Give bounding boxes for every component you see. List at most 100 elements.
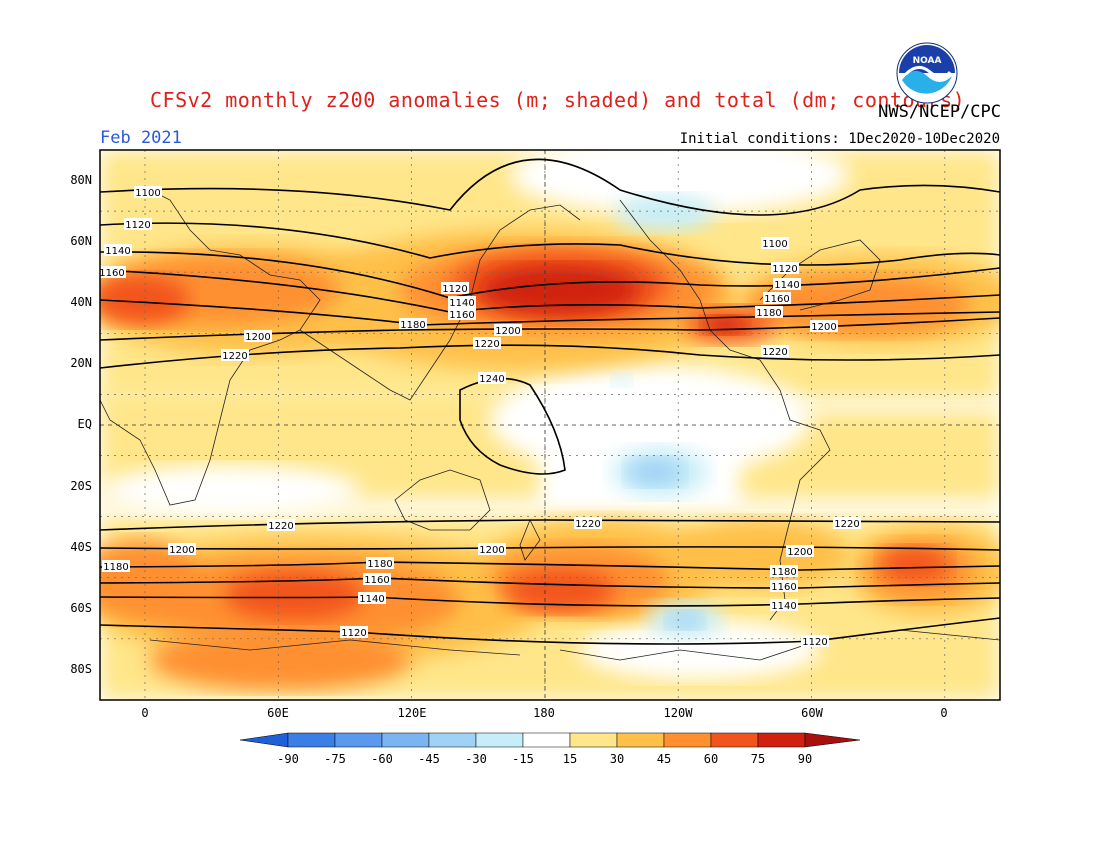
contour-label-bg [833, 517, 861, 529]
contour-line [100, 344, 1000, 369]
initial-conditions-label: Initial conditions: 1Dec2020-10Dec2020 [679, 131, 1000, 147]
contour-label-bg [448, 296, 476, 308]
contour-label-bg [244, 330, 272, 342]
colorbar-swatch [287, 732, 336, 748]
contour-label: 1200 [787, 547, 812, 558]
colorbar-arrow-right [804, 732, 861, 748]
contour-label-bg [770, 565, 798, 577]
height-contours: 1100110011201120112011401140114011601160… [100, 158, 1000, 648]
contour-label-bg [763, 292, 791, 304]
colorbar-swatch [475, 732, 524, 748]
contour-label-bg [267, 519, 295, 531]
contour-label-bg [134, 186, 162, 198]
lat-label-80s: 80S [70, 662, 92, 676]
contour-label-bg [104, 244, 132, 256]
lon-label-120w: 120W [663, 706, 693, 720]
lon-label-0-east: 0 [940, 706, 948, 720]
agency-label: NWS/NCEP/CPC [878, 102, 1001, 122]
anomaly-patch [880, 547, 950, 583]
contour-line [100, 222, 1000, 266]
lon-label-180: 180 [533, 706, 555, 720]
map-title: CFSv2 monthly z200 anomalies (m; shaded)… [150, 88, 966, 112]
contour-label-bg [771, 262, 799, 274]
contour-line [100, 299, 1000, 326]
colorbar-swatch [616, 732, 665, 748]
contour-label-bg [761, 237, 789, 249]
coastline [149, 639, 521, 656]
colorbar-swatch [569, 732, 618, 748]
anomaly-patch [100, 465, 360, 515]
lon-label-120e: 120E [397, 706, 427, 720]
contour-line [100, 577, 1000, 589]
contour-line [100, 158, 1000, 216]
contour-label: 1160 [364, 575, 389, 586]
anomaly-patch [627, 458, 683, 486]
contour-label: 1140 [359, 594, 384, 605]
contour-label: 1160 [449, 310, 474, 321]
contour-label-bg [102, 560, 130, 572]
contour-label-bg [810, 320, 838, 332]
lon-label-60e: 60E [267, 706, 289, 720]
contour-label-bg [366, 557, 394, 569]
coastline [394, 469, 491, 531]
grid-lines [100, 150, 1000, 700]
contour-label-bg [358, 592, 386, 604]
contour-label: 1200 [495, 326, 520, 337]
valid-month-label: Feb 2021 [100, 128, 182, 148]
anomaly-patch [580, 620, 820, 680]
contour-label: 1180 [367, 559, 392, 570]
lat-label-60n: 60N [70, 234, 92, 248]
contour-label: 1140 [105, 246, 130, 257]
contour-line [100, 251, 1000, 299]
map-frame [99, 149, 1001, 701]
anomaly-patch [750, 275, 970, 335]
contour-label: 1180 [400, 320, 425, 331]
anomaly-patch [667, 611, 703, 629]
anomaly-patch [615, 195, 715, 231]
contour-label-bg [441, 282, 469, 294]
contour-line [100, 269, 1000, 313]
colorbar-label: 60 [703, 752, 719, 766]
contour-label: 1140 [774, 280, 799, 291]
contour-label: 1220 [222, 351, 247, 362]
colorbar-swatch [710, 732, 759, 748]
colorbar-label: -90 [277, 752, 299, 766]
colorbar-swatch [334, 732, 383, 748]
contour-label-bg [221, 349, 249, 361]
contour-label: 1220 [474, 339, 499, 350]
contour-label-bg [448, 308, 476, 320]
lat-label-20s: 20S [70, 479, 92, 493]
contour-label: 1100 [135, 188, 160, 199]
contour-label-bg [340, 626, 368, 638]
colorbar-label: -60 [371, 752, 393, 766]
contour-label: 1160 [771, 582, 796, 593]
contour-label-bg [801, 635, 829, 647]
anomaly-patch [510, 150, 850, 215]
colorbar-swatch [663, 732, 712, 748]
contour-label: 1120 [802, 637, 827, 648]
colorbar-label: 90 [797, 752, 813, 766]
contour-label-bg [574, 517, 602, 529]
coastline [519, 519, 541, 561]
contour-label-bg [124, 218, 152, 230]
contour-label-bg [761, 345, 789, 357]
colorbar-label: 45 [656, 752, 672, 766]
contour-label-bg [100, 266, 126, 278]
contour-label-bg [786, 545, 814, 557]
contour-label: 1160 [764, 294, 789, 305]
anomaly-patch [703, 316, 747, 334]
colorbar-label: -75 [324, 752, 346, 766]
contour-line [100, 617, 1000, 645]
colorbar-label: 75 [750, 752, 766, 766]
contour-line [100, 596, 1000, 607]
svg-text:NOAA: NOAA [913, 56, 942, 66]
lat-label-40s: 40S [70, 540, 92, 554]
contour-label: 1200 [245, 332, 270, 343]
contour-label: 1120 [341, 628, 366, 639]
colorbar-label: -30 [465, 752, 487, 766]
contour-label-bg [478, 543, 506, 555]
colorbar-arrow-left [239, 732, 289, 748]
contour-label: 1200 [479, 545, 504, 556]
contour-label: 1220 [834, 519, 859, 530]
coastline [100, 189, 321, 506]
